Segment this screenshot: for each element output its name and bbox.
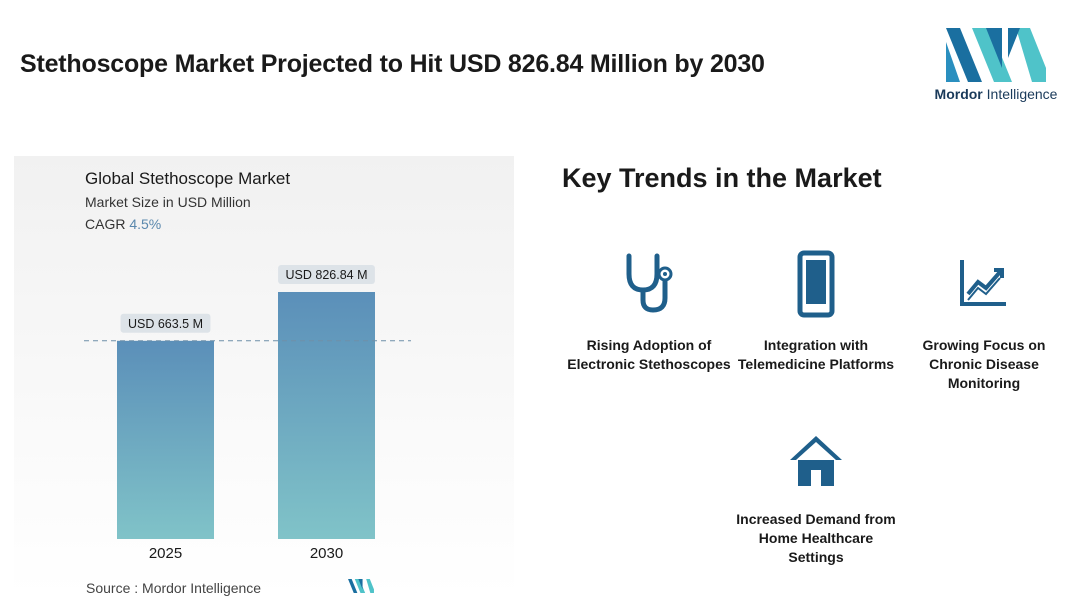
trends-title: Key Trends in the Market: [562, 163, 882, 193]
bar-2025: [117, 340, 214, 539]
x-tick-label: 2025: [149, 545, 182, 562]
page-title: Stethoscope Market Projected to Hit USD …: [20, 50, 765, 78]
trend-item-chronic-disease: Growing Focus on Chronic Disease Monitor…: [899, 250, 1069, 393]
data-label-bg: [278, 265, 375, 284]
cagr-value: 4.5%: [129, 216, 162, 232]
chart-title: Global Stethoscope Market: [85, 169, 291, 188]
trend-item-home-healthcare: Increased Demand from Home Healthcare Se…: [731, 430, 901, 567]
data-label: USD 663.5 M: [128, 317, 203, 331]
trend-item-telemedicine: Integration with Telemedicine Platforms: [731, 250, 901, 374]
home-icon: [790, 436, 842, 486]
chart-subtitle: Market Size in USD Million: [85, 194, 251, 210]
bar-2030: [278, 292, 375, 539]
stethoscope-icon: [626, 253, 673, 313]
source-logo-icon: [348, 579, 374, 593]
mordor-logo-mark-icon: [946, 28, 1046, 82]
x-tick-label: 2030: [310, 545, 343, 562]
brand-logo: Mordor Intelligence: [934, 28, 1057, 108]
trend-label: Growing Focus on Chronic Disease Monitor…: [922, 337, 1046, 391]
trend-label: Rising Adoption of Electronic Stethoscop…: [567, 337, 731, 372]
data-label-bg: [120, 313, 211, 333]
trend-label: Increased Demand from Home Healthcare Se…: [736, 511, 896, 565]
trend-item-electronic-stethoscopes: Rising Adoption of Electronic Stethoscop…: [564, 250, 734, 374]
chart-panel: Global Stethoscope Market Market Size in…: [14, 156, 514, 596]
trend-label: Integration with Telemedicine Platforms: [737, 337, 895, 372]
bar-chart: USD 663.5 M 2025 USD 826.84 M 2030: [84, 265, 411, 562]
source-text: Source : Mordor Intelligence: [86, 580, 262, 596]
brand-name: Mordor Intelligence: [934, 86, 1058, 102]
chart-cagr: CAGR 4.5%: [85, 216, 162, 232]
data-label: USD 826.84 M: [286, 268, 368, 282]
smartphone-icon: [797, 250, 835, 318]
trend-chart-icon: [960, 260, 1006, 306]
